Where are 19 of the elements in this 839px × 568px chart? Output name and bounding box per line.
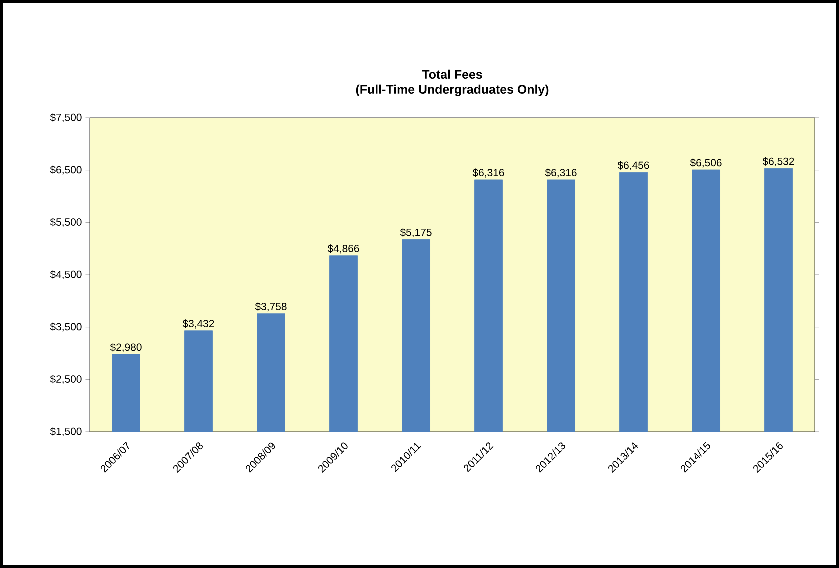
data-label: $6,316 (472, 168, 504, 178)
data-label: $4,866 (328, 244, 360, 254)
y-tick-label: $4,500 (50, 270, 82, 280)
data-label: $6,316 (545, 168, 577, 178)
y-tick-label: $2,500 (50, 375, 82, 384)
y-tick-label: $5,500 (50, 218, 82, 228)
data-label: $2,980 (110, 343, 142, 352)
data-label: $3,758 (255, 302, 287, 312)
y-tick-label: $3,500 (50, 322, 82, 332)
chart-subtitle: (Full-Time Undergraduates Only) (356, 84, 549, 97)
y-tick-label: $6,500 (50, 166, 82, 175)
chart-title: Total Fees (422, 70, 482, 80)
data-label: $6,532 (762, 157, 794, 166)
data-label: $3,432 (182, 320, 214, 329)
y-tick-label: $7,500 (50, 113, 82, 123)
data-label: $5,175 (400, 228, 432, 238)
data-label: $6,506 (690, 158, 722, 168)
data-label: $6,456 (618, 161, 650, 170)
y-tick-label: $1,500 (50, 427, 82, 437)
